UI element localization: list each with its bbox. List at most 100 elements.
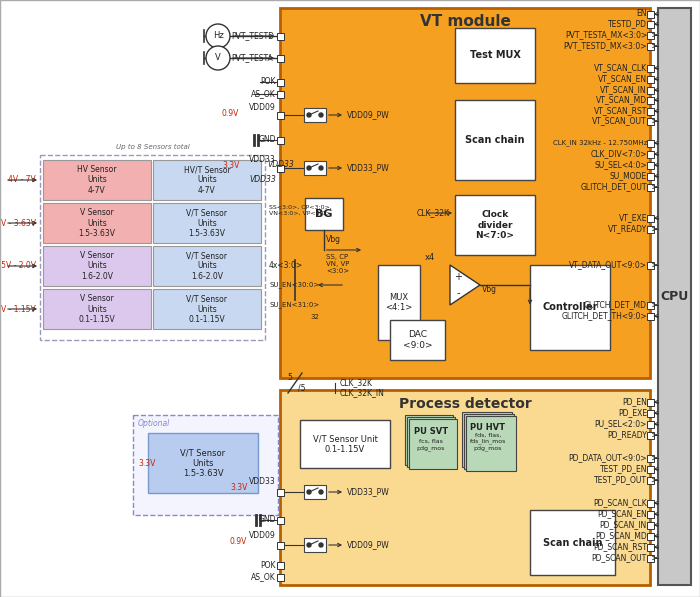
- Bar: [390, 320, 445, 360]
- Bar: [647, 432, 654, 439]
- Text: 4x<3:0>: 4x<3:0>: [269, 260, 303, 269]
- Bar: [148, 433, 258, 493]
- Text: PVT_TESTA: PVT_TESTA: [231, 54, 273, 63]
- Circle shape: [319, 490, 323, 494]
- Bar: [647, 107, 654, 115]
- Text: POK: POK: [260, 78, 276, 87]
- Text: 0.9V: 0.9V: [230, 537, 247, 546]
- Text: SU_EN<31:0>: SU_EN<31:0>: [269, 301, 319, 309]
- Text: PVT_TESTA_MX<3:0>: PVT_TESTA_MX<3:0>: [565, 30, 647, 39]
- Text: MUX
<4:1>: MUX <4:1>: [386, 293, 412, 312]
- Bar: [153, 203, 261, 243]
- Text: 0.1V - 1.15V: 0.1V - 1.15V: [0, 304, 36, 313]
- Text: 4V - 7V: 4V - 7V: [8, 176, 36, 184]
- Bar: [153, 246, 261, 286]
- Text: CLK_32K_IN: CLK_32K_IN: [340, 389, 385, 398]
- Bar: [464, 414, 514, 469]
- Bar: [647, 476, 654, 484]
- Text: PU HVT: PU HVT: [470, 423, 505, 432]
- Circle shape: [307, 490, 311, 494]
- Text: Process detector: Process detector: [398, 397, 531, 411]
- Text: Test MUX: Test MUX: [470, 51, 520, 60]
- Text: AS_OK: AS_OK: [251, 90, 276, 99]
- Circle shape: [206, 46, 230, 70]
- Bar: [647, 533, 654, 540]
- Bar: [304, 538, 326, 552]
- Bar: [304, 108, 326, 122]
- Bar: [276, 165, 284, 171]
- Bar: [407, 417, 455, 467]
- Bar: [647, 510, 654, 518]
- Text: V Sensor
Units
1.5-3.63V: V Sensor Units 1.5-3.63V: [78, 208, 116, 238]
- Bar: [530, 510, 615, 575]
- Bar: [276, 541, 284, 549]
- Text: V Sensor
Units
0.1-1.15V: V Sensor Units 0.1-1.15V: [78, 294, 116, 324]
- Bar: [43, 160, 151, 200]
- Bar: [647, 466, 654, 472]
- Circle shape: [307, 543, 311, 547]
- Bar: [280, 8, 650, 378]
- Text: PVT_TESTD: PVT_TESTD: [231, 32, 274, 41]
- Text: Scan chain: Scan chain: [466, 135, 525, 145]
- Bar: [647, 214, 654, 221]
- Circle shape: [319, 166, 323, 170]
- Text: V/T Sensor Unit
0.1-1.15V: V/T Sensor Unit 0.1-1.15V: [313, 434, 377, 454]
- Text: CLK_32K: CLK_32K: [417, 208, 450, 217]
- Text: x4: x4: [425, 253, 435, 261]
- Text: 1.5V - 3.63V: 1.5V - 3.63V: [0, 219, 36, 227]
- Bar: [647, 87, 654, 94]
- Text: VT_DATA_OUT<9:0>: VT_DATA_OUT<9:0>: [569, 260, 647, 269]
- Text: PD_EN: PD_EN: [622, 398, 647, 407]
- Text: Vbg: Vbg: [482, 285, 497, 294]
- Bar: [43, 246, 151, 286]
- Bar: [647, 162, 654, 168]
- Text: V/T Sensor
Units
1.5-3.63V: V/T Sensor Units 1.5-3.63V: [181, 448, 225, 478]
- Text: GLITCH_DET_MD: GLITCH_DET_MD: [584, 300, 647, 309]
- Polygon shape: [450, 265, 480, 305]
- Bar: [658, 8, 691, 585]
- Text: VT_EXE: VT_EXE: [619, 214, 647, 223]
- Text: Scan chain: Scan chain: [542, 537, 602, 547]
- Text: VDD09: VDD09: [249, 103, 276, 112]
- Bar: [647, 420, 654, 427]
- Text: PD_SCAN_MD: PD_SCAN_MD: [595, 531, 647, 540]
- Text: TESTD_PD: TESTD_PD: [608, 20, 647, 29]
- Text: PD_SCAN_EN: PD_SCAN_EN: [597, 509, 647, 519]
- Text: fds, flas,
fds_lin_mos
pdg_mos: fds, flas, fds_lin_mos pdg_mos: [470, 433, 506, 451]
- Bar: [276, 32, 284, 39]
- Text: GLITCH_DET_OUT: GLITCH_DET_OUT: [580, 183, 647, 192]
- Text: Hz: Hz: [213, 32, 223, 41]
- Text: -: -: [456, 288, 460, 298]
- Text: GND: GND: [258, 515, 276, 525]
- Text: V Sensor
Units
1.6-2.0V: V Sensor Units 1.6-2.0V: [80, 251, 114, 281]
- Circle shape: [307, 166, 311, 170]
- Bar: [40, 155, 265, 340]
- Text: SS<3:0>, CP<3:0>,
VN<3:0>, VP<3:0>: SS<3:0>, CP<3:0>, VN<3:0>, VP<3:0>: [269, 205, 332, 216]
- Bar: [647, 301, 654, 309]
- Text: PD_READY: PD_READY: [607, 430, 647, 439]
- Text: VDD33_PW: VDD33_PW: [347, 164, 390, 173]
- Bar: [647, 140, 654, 146]
- Bar: [647, 261, 654, 269]
- Bar: [647, 399, 654, 405]
- Text: V/T Sensor
Units
1.6-2.0V: V/T Sensor Units 1.6-2.0V: [186, 251, 228, 281]
- Circle shape: [319, 543, 323, 547]
- Text: VT_READY: VT_READY: [608, 224, 647, 233]
- Circle shape: [307, 113, 311, 117]
- Text: Optional: Optional: [138, 418, 170, 427]
- Text: PD_EXE: PD_EXE: [618, 408, 647, 417]
- Bar: [647, 11, 654, 17]
- Bar: [133, 415, 278, 515]
- Text: VT_SCAN_IN: VT_SCAN_IN: [601, 85, 647, 94]
- Text: PD_SCAN_CLK: PD_SCAN_CLK: [594, 498, 647, 507]
- Text: GND: GND: [258, 136, 276, 144]
- Text: V/T Sensor
Units
1.5-3.63V: V/T Sensor Units 1.5-3.63V: [186, 208, 228, 238]
- Text: VDD09: VDD09: [249, 531, 276, 540]
- Bar: [647, 555, 654, 562]
- Bar: [647, 150, 654, 158]
- Bar: [647, 312, 654, 319]
- Bar: [530, 265, 610, 350]
- Text: VDD09_PW: VDD09_PW: [347, 540, 390, 549]
- Text: V: V: [215, 54, 221, 63]
- Text: TEST_PD_OUT: TEST_PD_OUT: [594, 475, 647, 485]
